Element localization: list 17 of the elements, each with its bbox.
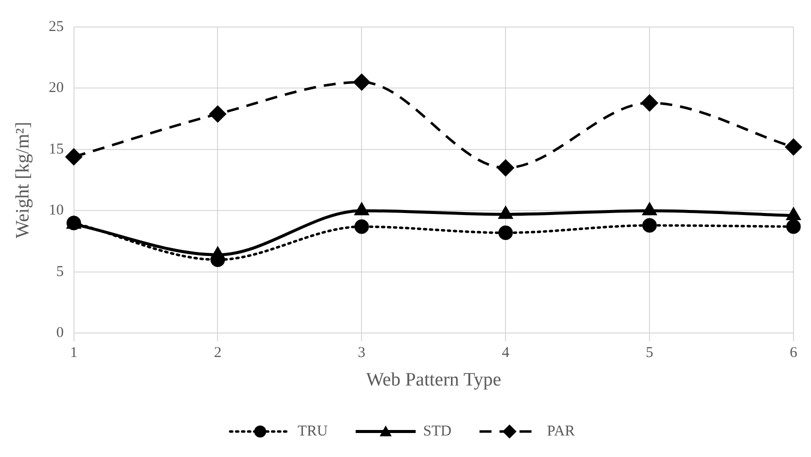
y-tick-label: 10 xyxy=(48,202,64,219)
legend-label: TRU xyxy=(298,423,328,440)
x-tick-label: 2 xyxy=(214,345,222,362)
x-tick-label: 3 xyxy=(358,345,366,362)
legend-label: PAR xyxy=(547,423,575,440)
legend-label: STD xyxy=(423,423,452,440)
y-tick-label: 0 xyxy=(56,325,64,342)
x-tick-label: 1 xyxy=(70,345,78,362)
y-tick-label: 25 xyxy=(48,18,64,35)
x-axis-title: Web Pattern Type xyxy=(366,370,502,391)
y-axis-title: Weight [kg/m²] xyxy=(12,122,34,238)
x-tick-label: 6 xyxy=(790,345,798,362)
y-tick-label: 15 xyxy=(48,141,64,158)
y-tick-label: 5 xyxy=(56,264,64,280)
x-tick-label: 5 xyxy=(646,345,654,362)
x-tick-label: 4 xyxy=(502,345,510,362)
y-tick-label: 20 xyxy=(48,80,64,96)
